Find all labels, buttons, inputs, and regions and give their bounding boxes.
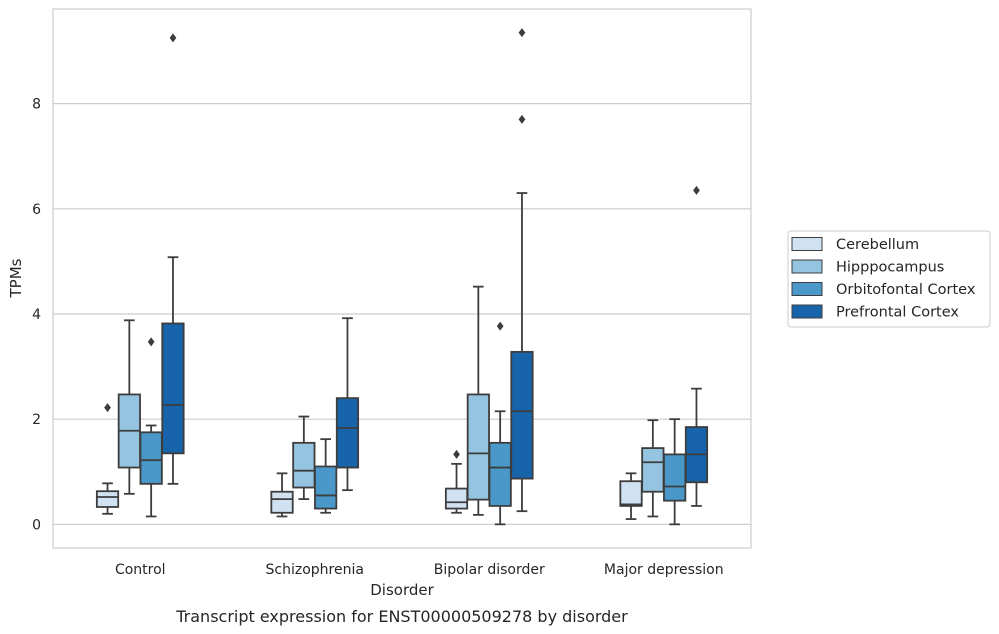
- box-prefrontal-cortex: [510, 28, 534, 513]
- legend-label: Orbitofontal Cortex: [836, 282, 976, 298]
- box-prefrontal-cortex: [335, 317, 360, 492]
- box-hipppocampus: [641, 419, 665, 518]
- legend-swatch: [791, 259, 823, 274]
- box-body: [292, 441, 316, 489]
- x-tick-label: Major depression: [604, 562, 724, 578]
- outlier-point: [104, 403, 111, 413]
- box-cerebellum: [270, 472, 294, 518]
- legend-frame: [787, 230, 991, 328]
- boxes: [95, 28, 709, 526]
- legend-label: Hipppocampus: [836, 260, 944, 276]
- box-body: [270, 490, 294, 514]
- x-tick-label: Schizophrenia: [266, 562, 364, 578]
- legend-label: Prefrontal Cortex: [836, 305, 959, 321]
- legend-swatch: [791, 237, 823, 251]
- box-orbitofontal-cortex: [314, 438, 338, 514]
- box-body: [161, 322, 185, 455]
- y-tick-label: 2: [32, 412, 41, 428]
- box-body: [641, 447, 665, 493]
- box-hipppocampus: [292, 415, 316, 500]
- x-axis-title: Disorder: [370, 581, 434, 599]
- box-prefrontal-cortex: [684, 185, 709, 507]
- box-body: [139, 431, 163, 485]
- box-hipppocampus: [466, 285, 490, 516]
- box-body: [488, 441, 512, 507]
- box-orbitofontal-cortex: [663, 418, 687, 526]
- y-tick-label: 0: [32, 517, 41, 533]
- y-tick-label: 8: [32, 97, 41, 113]
- outlier-point: [518, 114, 526, 124]
- box-body: [314, 465, 338, 510]
- outlier-point: [169, 33, 177, 43]
- box-cerebellum: [619, 472, 643, 520]
- legend-label: Cerebellum: [836, 237, 919, 253]
- box-orbitofontal-cortex: [488, 321, 512, 526]
- box-body: [444, 487, 469, 510]
- box-body: [95, 490, 120, 508]
- box-prefrontal-cortex: [161, 33, 185, 485]
- legend-swatch: [791, 282, 823, 296]
- y-axis-title: TPMs: [7, 258, 25, 298]
- plot-area-frame: [52, 8, 752, 549]
- legend: Cerebellum Hipppocampus Orbitofontal Corte…: [787, 230, 991, 328]
- box-body: [663, 453, 687, 502]
- box-orbitofontal-cortex: [139, 337, 163, 518]
- box-body: [335, 397, 360, 469]
- outlier-point: [518, 28, 526, 38]
- y-tick-labels: 0 2 4 6 8: [32, 97, 41, 534]
- x-tick-labels: Control Schizophrenia Bipolar disorder Majo…: [115, 562, 724, 578]
- outlier-point: [453, 449, 460, 459]
- box-body: [510, 350, 534, 480]
- box-body: [619, 480, 643, 507]
- box-hipppocampus: [117, 319, 141, 495]
- box-cerebellum: [444, 449, 469, 514]
- legend-swatch: [791, 304, 823, 319]
- x-tick-label: Bipolar disorder: [434, 562, 545, 578]
- outlier-point: [496, 321, 504, 331]
- outlier-point: [693, 185, 700, 195]
- box-body: [466, 393, 490, 501]
- outlier-point: [147, 337, 155, 347]
- chart-caption: Transcript expression for ENST0000050927…: [175, 607, 628, 626]
- x-tick-label: Control: [115, 562, 166, 578]
- y-tick-label: 6: [32, 202, 41, 218]
- y-tick-label: 4: [32, 307, 41, 323]
- box-cerebellum: [95, 403, 120, 515]
